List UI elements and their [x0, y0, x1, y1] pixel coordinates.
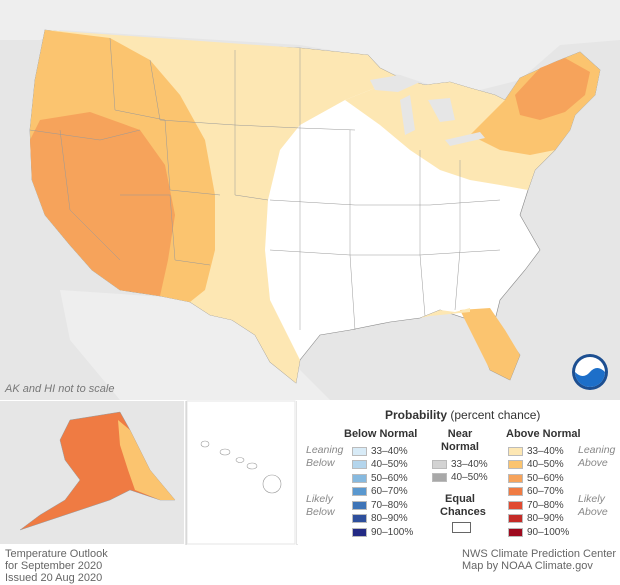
above-legend-label: 80–90%	[527, 513, 564, 524]
above-legend-row: 70–80%	[508, 499, 564, 511]
above-legend-label: 70–80%	[527, 499, 564, 511]
below-legend-label: 33–40%	[371, 445, 408, 457]
florida-40-50	[460, 308, 520, 380]
above-legend-label: 50–60%	[527, 472, 564, 484]
footer-title: Temperature Outlook	[5, 548, 108, 560]
legend-title-main: Probability	[385, 408, 448, 422]
side-likely-below: Likely Below	[306, 493, 335, 518]
above-legend-row: 90–100%	[508, 526, 570, 538]
below-legend-swatch	[352, 446, 367, 456]
southwest-50-60	[30, 112, 175, 296]
above-heading: Above Normal	[506, 428, 581, 440]
noaa-logo-wave	[575, 368, 605, 387]
below-legend-row: 33–40%	[352, 445, 408, 457]
footer-left: Temperature Outlook for September 2020 I…	[5, 548, 108, 584]
side-likely-above: Likely Above	[578, 493, 608, 518]
below-heading: Below Normal	[344, 428, 418, 440]
below-legend-row: 80–90%	[352, 513, 408, 524]
near-legend-row: 40–50%	[432, 472, 488, 483]
below-legend-label: 40–50%	[371, 459, 408, 470]
above-legend-row: 50–60%	[508, 472, 564, 484]
above-legend-label: 60–70%	[527, 486, 564, 497]
below-legend-row: 40–50%	[352, 459, 408, 470]
hawaii-panel	[186, 400, 296, 545]
canada-land	[0, 0, 620, 95]
near-legend-label: 40–50%	[451, 472, 488, 483]
footer-right: NWS Climate Prediction Center Map by NOA…	[462, 548, 616, 572]
state-borders	[29, 37, 501, 331]
below-legend-label: 90–100%	[371, 526, 414, 538]
below-legend-swatch	[352, 487, 367, 496]
equal-chances-swatch	[452, 522, 471, 533]
legend-subtitle: (percent chance)	[450, 408, 541, 422]
below-legend-row: 90–100%	[352, 526, 414, 538]
below-legend-row: 70–80%	[352, 499, 408, 511]
below-legend-label: 80–90%	[371, 513, 408, 524]
side-leaning-below: Leaning Below	[306, 444, 344, 469]
lake-superior	[370, 75, 420, 92]
below-legend-label: 60–70%	[371, 486, 408, 497]
above-legend-swatch	[508, 527, 523, 537]
above-legend-swatch	[508, 460, 523, 469]
footer-issued: Issued 20 Aug 2020	[5, 572, 103, 584]
hawaii-islands	[200, 440, 282, 494]
equal-chances-label: Equal Chances	[440, 493, 486, 518]
below-legend-label: 50–60%	[371, 472, 408, 484]
near-legend-label: 33–40%	[451, 458, 488, 470]
new-england-50-60	[515, 58, 590, 120]
above-legend-swatch	[508, 473, 523, 483]
above-legend-row: 40–50%	[508, 459, 564, 470]
below-legend-swatch	[352, 527, 367, 537]
below-legend-swatch	[352, 514, 367, 523]
above-legend-swatch	[508, 446, 523, 456]
near-legend-row: 33–40%	[432, 458, 488, 470]
lake-michigan	[400, 95, 415, 135]
gulf-coast-33-40	[420, 308, 470, 318]
above-legend-row: 80–90%	[508, 513, 564, 524]
below-legend-row: 50–60%	[352, 472, 408, 484]
above-legend-swatch	[508, 514, 523, 523]
legend-title: Probability (percent chance)	[385, 408, 540, 422]
legend-panel	[297, 401, 620, 544]
below-legend-swatch	[352, 500, 367, 510]
above-legend-label: 33–40%	[527, 445, 564, 457]
above-legend-label: 90–100%	[527, 526, 570, 538]
footer-period: for September 2020	[5, 560, 103, 572]
scale-note: AK and HI not to scale	[5, 383, 115, 395]
above-legend-swatch	[508, 500, 523, 510]
mexico-land	[60, 290, 330, 400]
lake-huron	[428, 98, 455, 122]
near-heading: Near Normal	[441, 428, 479, 453]
below-legend-label: 70–80%	[371, 499, 408, 511]
lake-erie	[445, 132, 485, 146]
side-leaning-above: Leaning Above	[578, 444, 616, 469]
footer-agency: NWS Climate Prediction Center	[462, 548, 617, 560]
below-legend-swatch	[352, 473, 367, 483]
alaska-east-40-50	[118, 420, 175, 500]
below-legend-swatch	[352, 460, 367, 469]
below-legend-row: 60–70%	[352, 486, 408, 497]
near-legend-swatch	[432, 459, 447, 469]
above-legend-row: 33–40%	[508, 445, 564, 457]
near-legend-swatch	[432, 473, 447, 482]
footer-credit: Map by NOAA Climate.gov	[462, 560, 593, 572]
above-legend-label: 40–50%	[527, 459, 564, 470]
above-legend-swatch	[508, 487, 523, 496]
above-legend-row: 60–70%	[508, 486, 564, 497]
